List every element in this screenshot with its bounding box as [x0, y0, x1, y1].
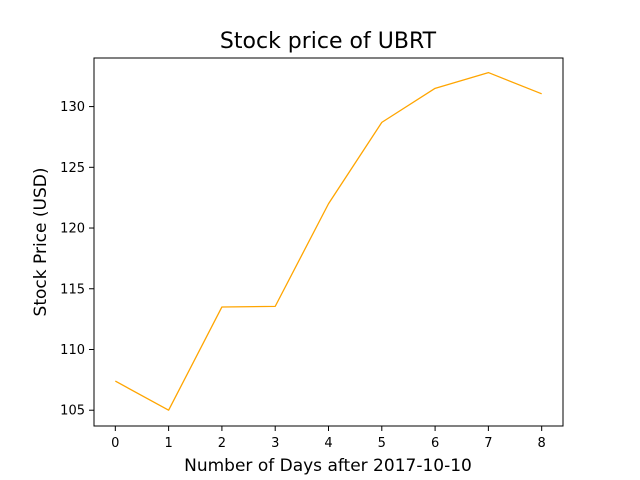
x-tick-label: 7: [484, 436, 492, 451]
x-tick-label: 5: [378, 436, 386, 451]
series-layer: [115, 71, 542, 411]
x-tick-label: 6: [431, 436, 439, 451]
x-tick-label: 1: [164, 436, 172, 451]
chart-title: Stock price of UBRT: [220, 29, 437, 54]
x-axis-ticks: 0 1 2 3 4 5 6 7 8: [111, 426, 546, 451]
series-line: [115, 71, 542, 411]
y-tick-label: 110: [60, 343, 85, 358]
x-tick-label: 2: [218, 436, 226, 451]
y-tick-label: 105: [60, 404, 85, 419]
x-axis-title: Number of Days after 2017-10-10: [184, 456, 472, 476]
x-tick-label: 4: [324, 436, 332, 451]
x-tick-label: 8: [538, 436, 546, 451]
y-tick-label: 115: [60, 282, 85, 297]
y-axis-ticks: 105 110 115 120 125 130: [60, 100, 94, 419]
y-tick-label: 125: [60, 161, 85, 176]
plot-area-frame: [93, 57, 564, 427]
y-tick-label: 120: [60, 222, 85, 237]
y-axis-title: Stock Price (USD): [31, 168, 51, 317]
x-tick-label: 3: [271, 436, 279, 451]
x-tick-label: 0: [111, 436, 119, 451]
y-tick-label: 130: [60, 100, 85, 115]
